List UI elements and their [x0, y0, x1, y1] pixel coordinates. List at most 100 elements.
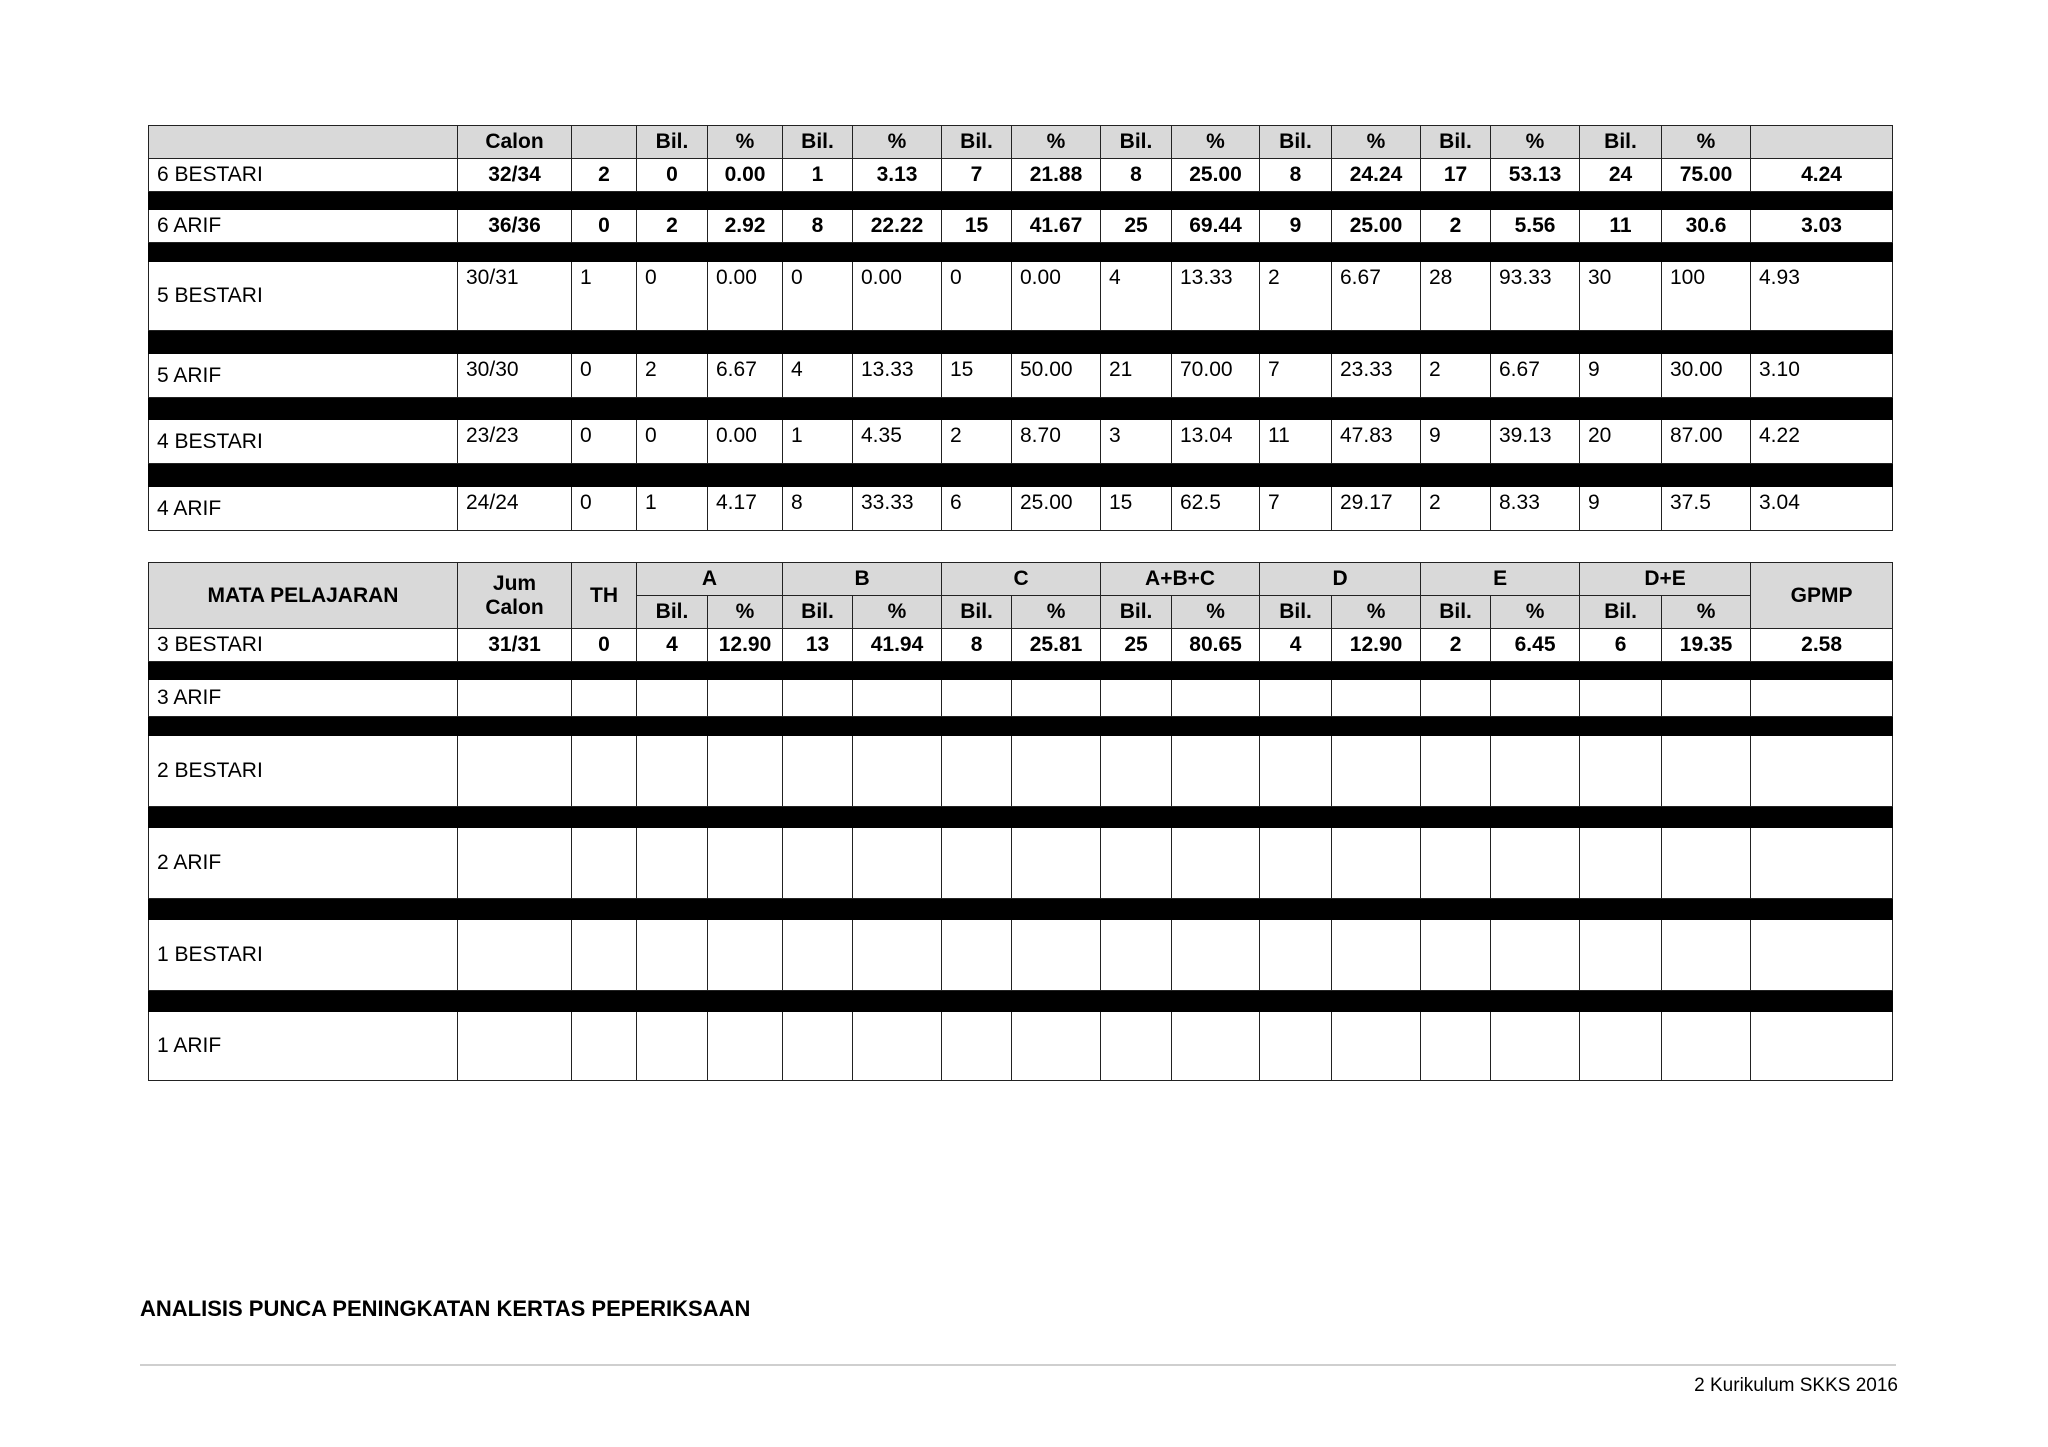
data-cell — [571, 827, 637, 899]
header-grade-group: E — [1420, 562, 1581, 596]
data-cell — [1331, 919, 1422, 991]
data-cell — [706, 735, 784, 807]
data-cell — [1171, 679, 1261, 717]
data-cell — [1171, 1011, 1261, 1081]
data-cell — [1100, 919, 1173, 991]
header-percent: % — [1331, 595, 1422, 629]
header-cell: % — [1661, 125, 1751, 159]
header-grade-group: B — [782, 562, 943, 596]
header-bil: Bil. — [941, 595, 1013, 629]
data-cell — [1011, 735, 1102, 807]
data-cell — [636, 1011, 708, 1081]
data-cell: 2 — [571, 158, 637, 192]
data-cell: 3 — [1100, 419, 1172, 464]
data-cell — [852, 735, 943, 807]
data-cell: 6.67 — [1490, 353, 1580, 398]
header-cell — [571, 125, 637, 159]
data-cell — [1331, 827, 1422, 899]
header-cell: Bil. — [636, 125, 708, 159]
data-cell — [782, 919, 854, 991]
header-percent: % — [1011, 595, 1102, 629]
header-cell: Bil. — [1259, 125, 1332, 159]
data-cell — [636, 679, 708, 717]
data-cell: 2 — [1259, 261, 1332, 331]
data-cell: 6.67 — [1331, 261, 1421, 331]
table-row: 3 ARIF — [148, 679, 1894, 717]
data-cell: 15 — [1100, 486, 1172, 531]
data-cell — [1011, 827, 1102, 899]
data-cell: 0.00 — [852, 261, 942, 331]
data-cell — [636, 919, 708, 991]
data-cell: 2 — [1420, 486, 1491, 531]
row-separator — [148, 397, 1893, 420]
table-header-row: MATA PELAJARAN Jum Calon TH A B C A+B+C D E D+E GP… — [148, 562, 1894, 629]
data-cell: 8 — [941, 628, 1013, 662]
data-cell: 6.67 — [707, 353, 783, 398]
data-cell — [852, 679, 943, 717]
data-cell — [1661, 827, 1752, 899]
data-cell — [782, 679, 854, 717]
header-cell: Bil. — [941, 125, 1012, 159]
data-cell: 15 — [941, 209, 1012, 243]
data-cell: 3.04 — [1750, 486, 1893, 531]
header-subject: MATA PELAJARAN — [148, 562, 458, 629]
data-cell: 8.33 — [1490, 486, 1580, 531]
header-cell — [148, 125, 458, 159]
data-cell: 4.22 — [1750, 419, 1893, 464]
table-row: 1 ARIF — [148, 1011, 1894, 1081]
data-cell: 8 — [782, 209, 853, 243]
data-cell: 30/31 — [457, 261, 572, 331]
header-grade-group: A — [635, 562, 784, 596]
data-cell — [941, 827, 1013, 899]
data-cell: 33.33 — [852, 486, 942, 531]
table-row: 4 ARIF 24/24 0 1 4.17 8 33.33 6 25.00 15 62.5 7 29.1… — [148, 486, 1893, 531]
data-cell — [1750, 919, 1894, 991]
data-cell: 25.00 — [1011, 486, 1101, 531]
row-separator — [147, 898, 1894, 920]
data-cell: 13.33 — [852, 353, 942, 398]
data-cell — [1579, 827, 1663, 899]
class-name-cell: 5 ARIF — [148, 353, 458, 398]
data-cell: 0 — [571, 353, 637, 398]
table-row: 6 ARIF 36/36 0 2 2.92 8 22.22 15 41.67 25 69.44 9 25… — [148, 209, 1893, 243]
page-footer: 2 Kurikulum SKKS 2016 — [1694, 1375, 1898, 1396]
data-cell — [1750, 827, 1894, 899]
header-percent: % — [1490, 595, 1581, 629]
data-cell: 0.00 — [1011, 261, 1101, 331]
data-cell: 23.33 — [1331, 353, 1421, 398]
data-cell — [457, 919, 572, 991]
data-cell — [1331, 679, 1422, 717]
data-cell — [1259, 919, 1333, 991]
data-cell — [852, 919, 943, 991]
data-cell: 2 — [636, 209, 708, 243]
data-cell — [1171, 735, 1261, 807]
header-bil: Bil. — [1259, 595, 1333, 629]
data-cell — [1259, 679, 1333, 717]
data-cell: 13.33 — [1171, 261, 1260, 331]
header-bil: Bil. — [1420, 595, 1492, 629]
data-cell: 9 — [1420, 419, 1491, 464]
data-cell — [457, 679, 572, 717]
data-cell: 53.13 — [1490, 158, 1580, 192]
data-cell: 29.17 — [1331, 486, 1421, 531]
data-cell: 2 — [1420, 628, 1492, 662]
data-cell: 0 — [782, 261, 853, 331]
data-cell — [941, 919, 1013, 991]
table-row: 3 BESTARI 31/31 0 4 12.90 13 41.94 8 25.81 25 80.6… — [148, 628, 1894, 662]
header-cell: Bil. — [782, 125, 853, 159]
data-cell — [1750, 679, 1894, 717]
data-cell — [1100, 679, 1173, 717]
table-row: 2 BESTARI — [148, 735, 1894, 807]
class-name-cell: 2 ARIF — [148, 827, 458, 899]
class-name-cell: 6 BESTARI — [148, 158, 458, 192]
row-separator — [148, 463, 1893, 487]
data-cell: 3.10 — [1750, 353, 1893, 398]
data-cell: 4 — [1100, 261, 1172, 331]
data-cell — [1750, 735, 1894, 807]
data-cell — [706, 919, 784, 991]
data-cell: 17 — [1420, 158, 1491, 192]
data-cell: 1 — [782, 158, 853, 192]
row-separator — [147, 716, 1894, 736]
data-cell — [782, 1011, 854, 1081]
data-cell: 7 — [941, 158, 1012, 192]
